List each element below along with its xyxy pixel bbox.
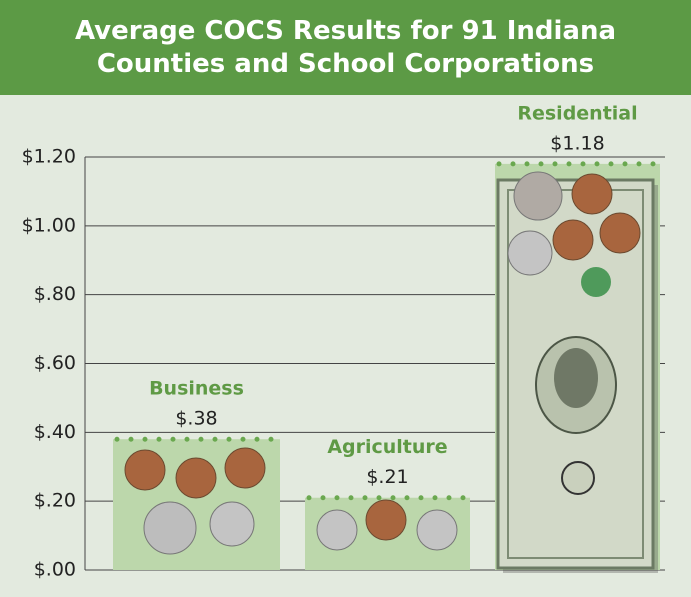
category-label: Business: [149, 378, 244, 400]
coins: [124, 171, 641, 555]
y-tick-label: $.00: [34, 559, 76, 581]
y-tick-label: $.20: [34, 490, 76, 512]
y-tick-label: $.80: [34, 283, 76, 305]
value-label: $.21: [366, 466, 408, 488]
y-tick-label: $.60: [34, 352, 76, 374]
labels: Business $.38 Agriculture $.21 Residential $1…: [149, 102, 638, 488]
bill-seal: [561, 461, 595, 495]
chart-title: Average COCS Results for 91 Indiana Coun…: [0, 0, 691, 95]
y-tick-label: $.40: [34, 421, 76, 443]
category-label: Residential: [517, 102, 637, 124]
value-label: $1.18: [550, 132, 604, 154]
bill-green-seal: [581, 267, 611, 297]
bill-face: [554, 348, 598, 408]
y-tick-label: $1.20: [22, 146, 76, 168]
y-tick-label: $1.00: [22, 214, 76, 236]
decoration: [124, 171, 658, 573]
value-label: $.38: [175, 408, 217, 430]
category-label: Agriculture: [327, 436, 447, 458]
